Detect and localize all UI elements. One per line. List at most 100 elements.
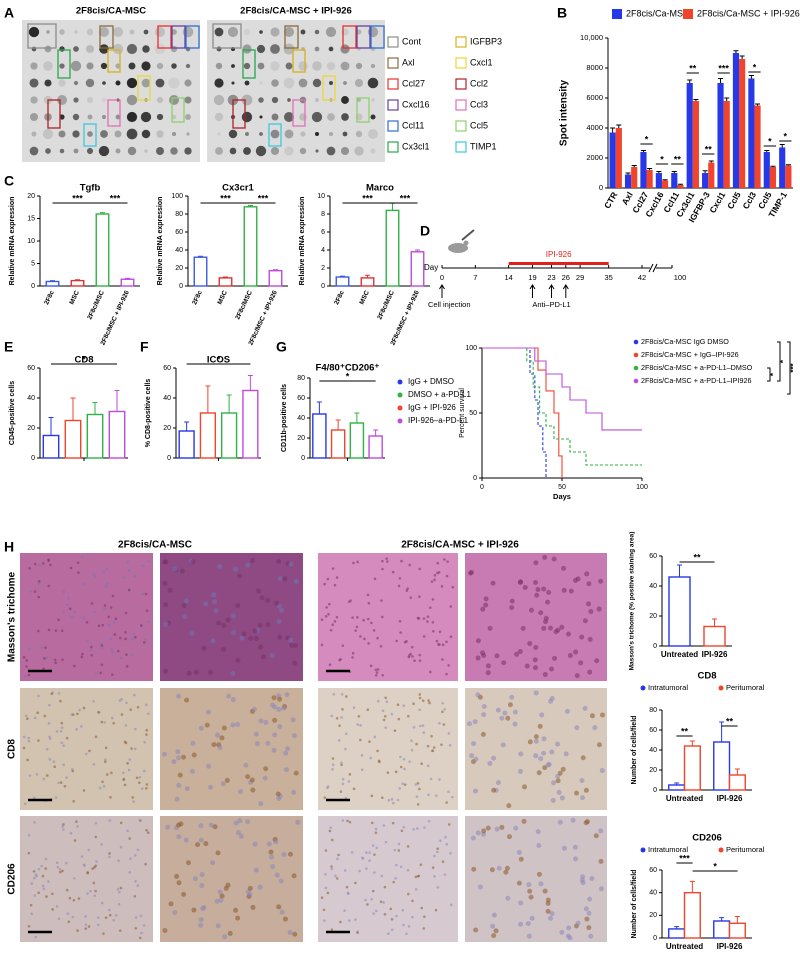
cell (408, 563, 412, 567)
legend-label: DMSO + a-PD-L1 (408, 390, 471, 399)
blot-spot (329, 81, 333, 85)
cell (494, 826, 500, 832)
blot-spot (367, 77, 379, 89)
cell (212, 599, 218, 605)
error-bar (248, 204, 253, 207)
cell (55, 905, 59, 908)
cell (136, 884, 140, 888)
x-tick-label: CTR (602, 190, 619, 210)
significance-bracket (767, 367, 771, 382)
cell (40, 646, 43, 650)
blot-spot (327, 113, 335, 121)
cell (430, 580, 434, 583)
cell (494, 653, 500, 659)
cell (85, 620, 89, 624)
cell (499, 715, 505, 721)
cell (535, 586, 541, 592)
cell (398, 787, 402, 790)
cell (233, 820, 239, 826)
blot-spot (58, 79, 66, 87)
cell (574, 673, 580, 679)
cell (175, 749, 181, 755)
cell (491, 787, 497, 793)
cell (54, 629, 58, 632)
cell (567, 653, 573, 659)
blot-spot (328, 131, 334, 137)
histology-image (318, 816, 458, 942)
cell (422, 635, 426, 638)
cell (526, 882, 532, 888)
cell (589, 713, 595, 719)
cell (146, 712, 150, 716)
timeline-day: 19 (528, 273, 536, 282)
cell (44, 867, 47, 870)
cell (203, 601, 209, 607)
cell (29, 903, 33, 907)
cell (512, 721, 518, 727)
cell (437, 571, 441, 574)
cell (423, 826, 426, 829)
cell (126, 761, 129, 765)
y-axis-label: Number of cells/field (631, 870, 638, 939)
y-tick-label: 8 (321, 211, 325, 218)
cell (575, 576, 581, 582)
cell (62, 610, 66, 614)
legend-marker (633, 378, 639, 384)
cell (346, 892, 350, 896)
significance-label: *** (789, 362, 798, 372)
blot-spot (314, 29, 320, 35)
cell (475, 655, 481, 661)
cell (393, 729, 397, 732)
cell (208, 822, 214, 828)
cell (382, 718, 386, 722)
bar (199, 412, 217, 459)
cell (334, 874, 337, 878)
y-tick-label: 6 (321, 229, 325, 236)
cell (179, 568, 185, 574)
cell (110, 648, 114, 651)
cell (51, 892, 54, 896)
error-bar (734, 768, 740, 775)
error-bar (125, 277, 130, 280)
cell (104, 746, 108, 750)
bar (368, 435, 383, 459)
cell (95, 671, 98, 675)
cell (47, 880, 50, 883)
cell (98, 786, 102, 790)
significance-label: *** (220, 193, 231, 203)
cell (178, 821, 184, 827)
cell (129, 857, 132, 860)
cell (114, 913, 118, 917)
bar (64, 419, 82, 459)
blot-box (57, 49, 71, 79)
cell (198, 917, 204, 923)
cell (390, 917, 394, 921)
cell (403, 767, 406, 771)
error-bar (184, 421, 190, 431)
blot-spot (270, 146, 280, 156)
treatment-bar (508, 262, 609, 265)
error-bar (226, 394, 232, 413)
cell (518, 900, 524, 906)
cell (61, 658, 64, 662)
y-axis-label: CD11b-positive cells (281, 384, 288, 452)
cell (341, 644, 345, 647)
cell (521, 818, 527, 824)
cell (370, 821, 374, 825)
x-tick-label: 2F8c/MSC + IPI-926 (389, 289, 421, 346)
cell (584, 916, 590, 922)
y-tick-label: 80 (649, 707, 657, 714)
cell (122, 778, 125, 781)
y-tick-label: 40 (649, 890, 657, 897)
cell (22, 735, 26, 739)
cell (374, 673, 378, 677)
cell (406, 845, 410, 848)
cell (100, 720, 104, 724)
column-header: 2F8cis/CA-MSC (118, 540, 192, 551)
cell (433, 854, 436, 858)
cell (545, 762, 551, 768)
cell (127, 588, 131, 592)
cell (340, 716, 343, 719)
legend-label: Cxcl16 (402, 99, 430, 109)
cell (389, 907, 393, 911)
